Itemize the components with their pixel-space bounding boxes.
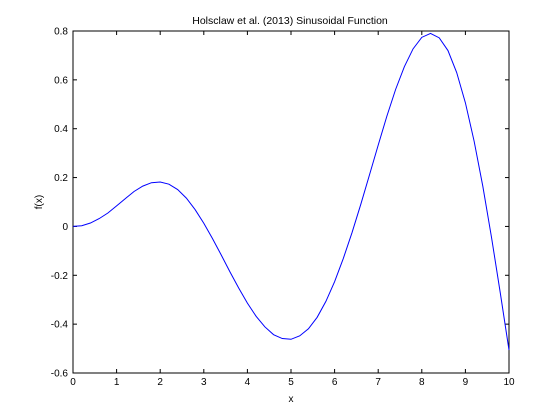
y-tick-label: -0.2 xyxy=(51,271,69,282)
x-axis-label: x xyxy=(289,394,294,405)
x-tick-label: 3 xyxy=(201,377,207,388)
x-tick-label: 2 xyxy=(157,377,163,388)
x-tick-label: 0 xyxy=(70,377,76,388)
y-tick-label: 0 xyxy=(62,222,68,233)
y-tick-label: -0.6 xyxy=(51,369,69,380)
x-tick-label: 6 xyxy=(332,377,338,388)
y-tick-label: 0.6 xyxy=(54,75,68,86)
y-axis-label: f(x) xyxy=(34,195,45,209)
tick-labels: 0 1 2 3 4 5 6 7 8 9 10 -0.6 -0.4 -0.2 0 0.2 0.4 0.6 0.8 xyxy=(51,27,515,389)
series-line xyxy=(72,32,510,351)
y-tick-label: -0.4 xyxy=(51,320,69,331)
x-tick-label: 10 xyxy=(503,377,515,388)
x-tick-label: 5 xyxy=(288,377,294,388)
y-tick-label: 0.4 xyxy=(54,124,68,135)
y-tick-label: 0.8 xyxy=(54,27,68,38)
axis-ticks xyxy=(72,30,510,374)
chart-title: Holsclaw et al. (2013) Sinusoidal Functi… xyxy=(192,15,388,27)
x-tick-label: 9 xyxy=(463,377,469,388)
x-tick-label: 8 xyxy=(419,377,425,388)
plot-area xyxy=(72,30,510,374)
y-tick-label: 0.2 xyxy=(54,173,68,184)
series-group xyxy=(72,32,510,351)
x-tick-label: 7 xyxy=(375,377,381,388)
x-tick-label: 1 xyxy=(114,377,120,388)
x-tick-label: 4 xyxy=(245,377,251,388)
